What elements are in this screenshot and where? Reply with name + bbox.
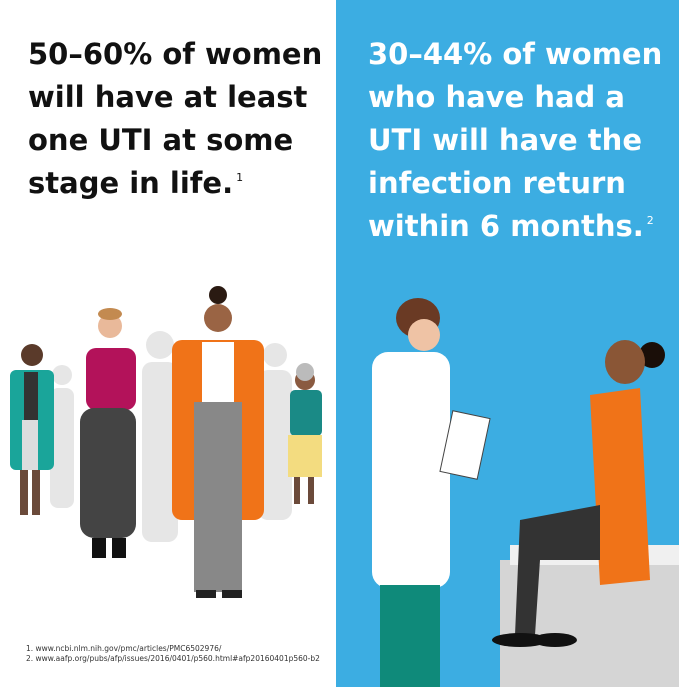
left-headline: 50–60% of women will have at least one UTI… <box>28 37 322 200</box>
headline-line: 50–60% of women <box>28 37 322 71</box>
headline-line: within 6 months. <box>368 209 644 243</box>
footnote-ref: 2 <box>647 214 654 227</box>
right-headline: 30–44% of women who have had a UTI will ha… <box>368 37 662 243</box>
women-illustration <box>10 286 322 598</box>
footnote-ref: 1 <box>236 171 243 184</box>
headline-line: 30–44% of women <box>368 37 662 71</box>
headline-line: infection return <box>368 166 626 200</box>
headline-line: UTI will have the <box>368 123 642 157</box>
headline-line: who have had a <box>368 80 625 114</box>
footnote: 1. www.ncbi.nlm.nih.gov/pmc/articles/PMC… <box>26 644 222 653</box>
footnote: 2. www.aafp.org/pubs/afp/issues/2016/040… <box>26 654 320 663</box>
headline-line: stage in life. <box>28 166 233 200</box>
headline-line: will have at least <box>28 80 308 114</box>
doctor-patient-illustration <box>372 298 679 687</box>
headline-line: one UTI at some <box>28 123 293 157</box>
